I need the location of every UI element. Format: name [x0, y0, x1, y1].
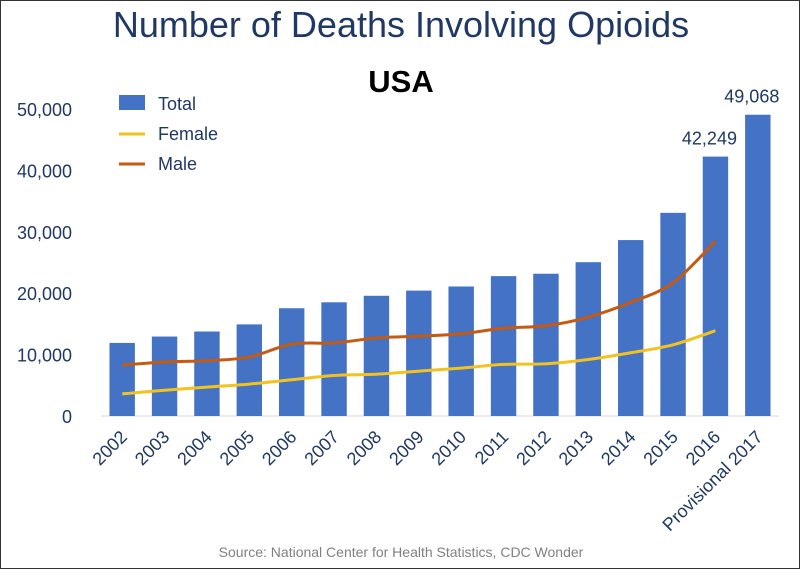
x-tick-label: 2010 [428, 427, 470, 469]
data-labels: 42,249 49,068 [682, 87, 779, 149]
line-series [122, 239, 717, 396]
source-note: Source: National Center for Health Stati… [219, 544, 584, 560]
y-tick-label: 30,000 [17, 223, 72, 243]
x-tick-label: 2002 [89, 427, 131, 469]
x-tick-label: 2012 [512, 427, 554, 469]
legend-label-male: Male [158, 154, 197, 174]
chart-subtitle: USA [368, 64, 433, 99]
y-tick-label: 20,000 [17, 284, 72, 304]
x-tick-label: 2003 [131, 427, 173, 469]
data-label-provisional-2017: 49,068 [724, 87, 779, 107]
y-axis: 0 10,000 20,000 30,000 40,000 50,000 [17, 100, 72, 427]
x-tick-label: 2004 [173, 427, 215, 469]
bar-2006 [278, 308, 305, 416]
legend-label-female: Female [158, 124, 218, 144]
data-label-2016: 42,249 [682, 129, 737, 149]
x-tick-label: 2014 [597, 427, 639, 469]
x-tick-label: 2009 [385, 427, 427, 469]
bar-2015 [660, 212, 686, 416]
x-tick-label: 2007 [300, 427, 342, 469]
bar-2005 [236, 324, 263, 416]
bar-2009 [406, 290, 432, 416]
bar-2012 [533, 273, 559, 416]
x-tick-label: 2011 [471, 427, 513, 469]
line-male [122, 239, 717, 367]
bar-2010 [448, 286, 474, 416]
y-tick-label: 50,000 [17, 100, 72, 120]
bar-2011 [490, 276, 517, 416]
bar-2004 [194, 331, 220, 416]
bar-2014 [617, 240, 644, 416]
bar-2002 [109, 342, 135, 416]
x-tick-label: 2015 [639, 427, 681, 469]
y-tick-label: 40,000 [17, 161, 72, 181]
y-tick-label: 0 [62, 407, 72, 427]
legend-swatch-total [119, 95, 145, 110]
x-tick-label: 2006 [258, 427, 300, 469]
bar-2007 [321, 302, 347, 416]
bar-provisional-2017 [745, 114, 771, 417]
chart-title: Number of Deaths Involving Opioids [113, 4, 689, 45]
bar-2013 [575, 262, 602, 416]
x-tick-label: 2005 [216, 427, 258, 469]
x-tick-label: 2008 [343, 427, 385, 469]
bar-2008 [363, 295, 390, 416]
legend-label-total: Total [158, 94, 196, 114]
bar-series-total [109, 114, 771, 417]
y-tick-label: 10,000 [17, 346, 72, 366]
x-tick-label: 2013 [555, 427, 597, 469]
x-axis: 2002 2003 2004 2005 2006 2007 2008 2009 2010 2011… [89, 427, 767, 535]
line-female [122, 329, 716, 396]
legend: Total Female Male [119, 94, 218, 174]
bar-2016 [702, 156, 729, 417]
bar-2003 [151, 336, 178, 416]
